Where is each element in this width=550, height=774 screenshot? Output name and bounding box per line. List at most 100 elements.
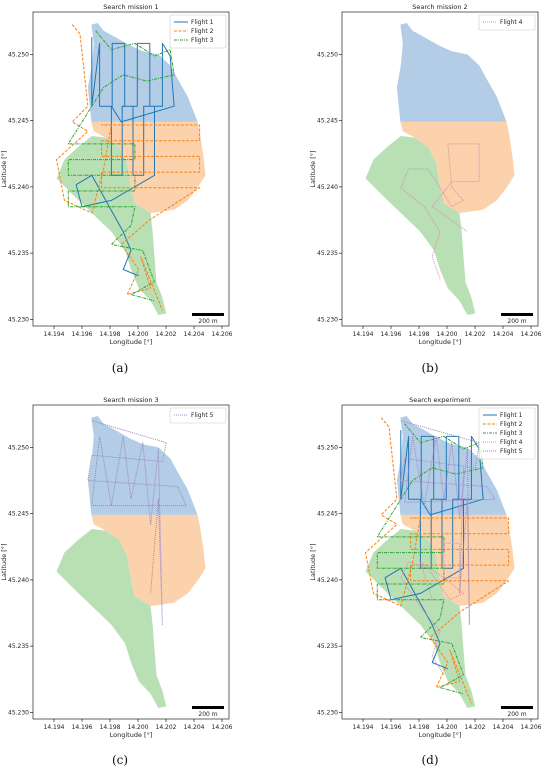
panel-b-xtick-label: 14.198 — [409, 331, 430, 338]
panel-c-xtick-label: 14.204 — [184, 724, 205, 731]
panel-d-legend-label: Flight 5 — [500, 448, 523, 455]
panel-a-ytick-label: 45.230 — [8, 316, 29, 323]
panel-a-region-middle — [91, 121, 206, 213]
panel-d-legend-label: Flight 4 — [500, 439, 523, 446]
panel-a-legend-label: Flight 3 — [191, 37, 214, 44]
panel-c-caption: (c) — [112, 753, 128, 767]
panel-d-xtick-label: 14.196 — [381, 724, 402, 731]
panel-d-ytick-label: 45.240 — [317, 577, 338, 584]
panel-d-caption: (d) — [421, 753, 438, 767]
panel-a-region-north — [87, 23, 198, 122]
panel-d-xtick-label: 14.194 — [353, 724, 374, 731]
panel-b-xtick-label: 14.194 — [353, 331, 374, 338]
panel-c-legend-label: Flight 5 — [191, 412, 214, 419]
panel-b-title: Search mission 2 — [412, 3, 467, 11]
panel-b-region-north — [396, 23, 507, 122]
panel-b-xtick-label: 14.206 — [521, 331, 542, 338]
panel-a-xtick-label: 14.202 — [156, 331, 177, 338]
panel-a-ytick-label: 45.245 — [8, 118, 29, 125]
panel-b-caption: (b) — [421, 361, 438, 375]
panel-a-xtick-label: 14.200 — [128, 331, 149, 338]
panel-b-track-4 — [400, 143, 480, 280]
panel-d-legend — [478, 407, 536, 460]
panel-c-region-middle — [91, 514, 206, 606]
panel-c-ytick-label: 45.240 — [8, 577, 29, 584]
panel-d-title: Search experiment — [409, 396, 471, 404]
panel-c-title: Search mission 3 — [103, 396, 158, 404]
panel-a-scalebar-label: 200 m — [198, 318, 217, 325]
panel-b-ytick-label: 45.245 — [317, 118, 338, 125]
panel-a-region-south — [56, 136, 167, 315]
panel-a-xtick-label: 14.194 — [44, 331, 65, 338]
panel-d-legend-label: Flight 3 — [500, 430, 523, 437]
panel-c-ytick-label: 45.235 — [8, 643, 29, 650]
panel-c-scalebar-label: 200 m — [198, 711, 217, 718]
panel-a-axes-frame — [32, 11, 230, 327]
panel-c-scalebar — [192, 706, 224, 709]
panel-b-region-south — [365, 136, 476, 315]
panel-d-xtick-label: 14.202 — [465, 724, 486, 731]
panel-b-ytick-label: 45.240 — [317, 184, 338, 191]
panel-b-xtick-label: 14.204 — [493, 331, 514, 338]
panel-c-xtick-label: 14.196 — [72, 724, 93, 731]
panel-b-region-middle — [400, 121, 515, 213]
panel-c-xlabel: Longitude [°] — [110, 731, 153, 739]
panel-d-xtick-label: 14.198 — [409, 724, 430, 731]
panel-d-track-4 — [400, 542, 464, 676]
panel-a-ytick-label: 45.240 — [8, 184, 29, 191]
panel-d-scalebar — [501, 706, 533, 709]
panel-a-ytick-label: 45.250 — [8, 51, 29, 58]
panel-c-legend — [169, 407, 227, 424]
panel-c-xtick-label: 14.202 — [156, 724, 177, 731]
panel-a-title: Search mission 1 — [103, 3, 158, 11]
panel-c-ytick-label: 45.230 — [8, 709, 29, 716]
panel-d-xlabel: Longitude [°] — [419, 731, 462, 739]
panel-a-ylabel: Latitude [°] — [0, 150, 8, 187]
panel-b-ytick-label: 45.235 — [317, 250, 338, 257]
panel-c-xtick-label: 14.194 — [44, 724, 65, 731]
panel-c-ytick-label: 45.250 — [8, 444, 29, 451]
panel-d-ytick-label: 45.235 — [317, 643, 338, 650]
panel-a-legend-label: Flight 2 — [191, 28, 214, 35]
panel-b-ylabel: Latitude [°] — [309, 150, 317, 187]
panel-b-xtick-label: 14.196 — [381, 331, 402, 338]
panel-d-region-middle — [400, 514, 515, 606]
panel-d-region-south — [365, 529, 476, 708]
panel-c-xtick-label: 14.200 — [128, 724, 149, 731]
panel-d-xtick-label: 14.200 — [437, 724, 458, 731]
panel-c-track-5 — [87, 420, 187, 626]
panel-d-track-5 — [400, 420, 496, 626]
panel-d-track-2 — [365, 417, 510, 704]
panel-b-xtick-label: 14.202 — [465, 331, 486, 338]
panel-a-legend-label: Flight 1 — [191, 19, 214, 26]
panel-a-ytick-label: 45.235 — [8, 250, 29, 257]
panel-a-caption: (a) — [112, 361, 129, 375]
panel-d-ylabel: Latitude [°] — [309, 543, 317, 580]
panel-d-ytick-label: 45.230 — [317, 709, 338, 716]
panel-d-scalebar-label: 200 m — [507, 711, 526, 718]
panel-c-ytick-label: 45.245 — [8, 511, 29, 518]
panel-a-xlabel: Longitude [°] — [110, 338, 153, 346]
panel-b-ytick-label: 45.250 — [317, 51, 338, 58]
panel-b-xtick-label: 14.200 — [437, 331, 458, 338]
panel-c-xtick-label: 14.198 — [100, 724, 121, 731]
panel-c-region-south — [56, 529, 167, 708]
panel-d-xtick-label: 14.206 — [521, 724, 542, 731]
panel-b-legend — [478, 14, 536, 31]
panel-c-axes-frame — [32, 404, 230, 720]
panel-c-ylabel: Latitude [°] — [0, 543, 8, 580]
panel-c-xtick-label: 14.206 — [212, 724, 233, 731]
panel-c-region-north — [87, 416, 198, 515]
panel-b-legend-label: Flight 4 — [500, 19, 523, 26]
panel-a-xtick-label: 14.206 — [212, 331, 233, 338]
panel-b-axes-frame — [341, 11, 539, 327]
panel-d-legend-label: Flight 2 — [500, 421, 523, 428]
panel-b-scalebar-label: 200 m — [507, 318, 526, 325]
panel-a-track-1 — [75, 37, 175, 277]
panel-b-ytick-label: 45.230 — [317, 316, 338, 323]
panel-a-track-2 — [56, 24, 201, 311]
panel-d-ytick-label: 45.250 — [317, 444, 338, 451]
panel-d-region-north — [396, 416, 507, 515]
panel-a-scalebar — [192, 313, 224, 316]
